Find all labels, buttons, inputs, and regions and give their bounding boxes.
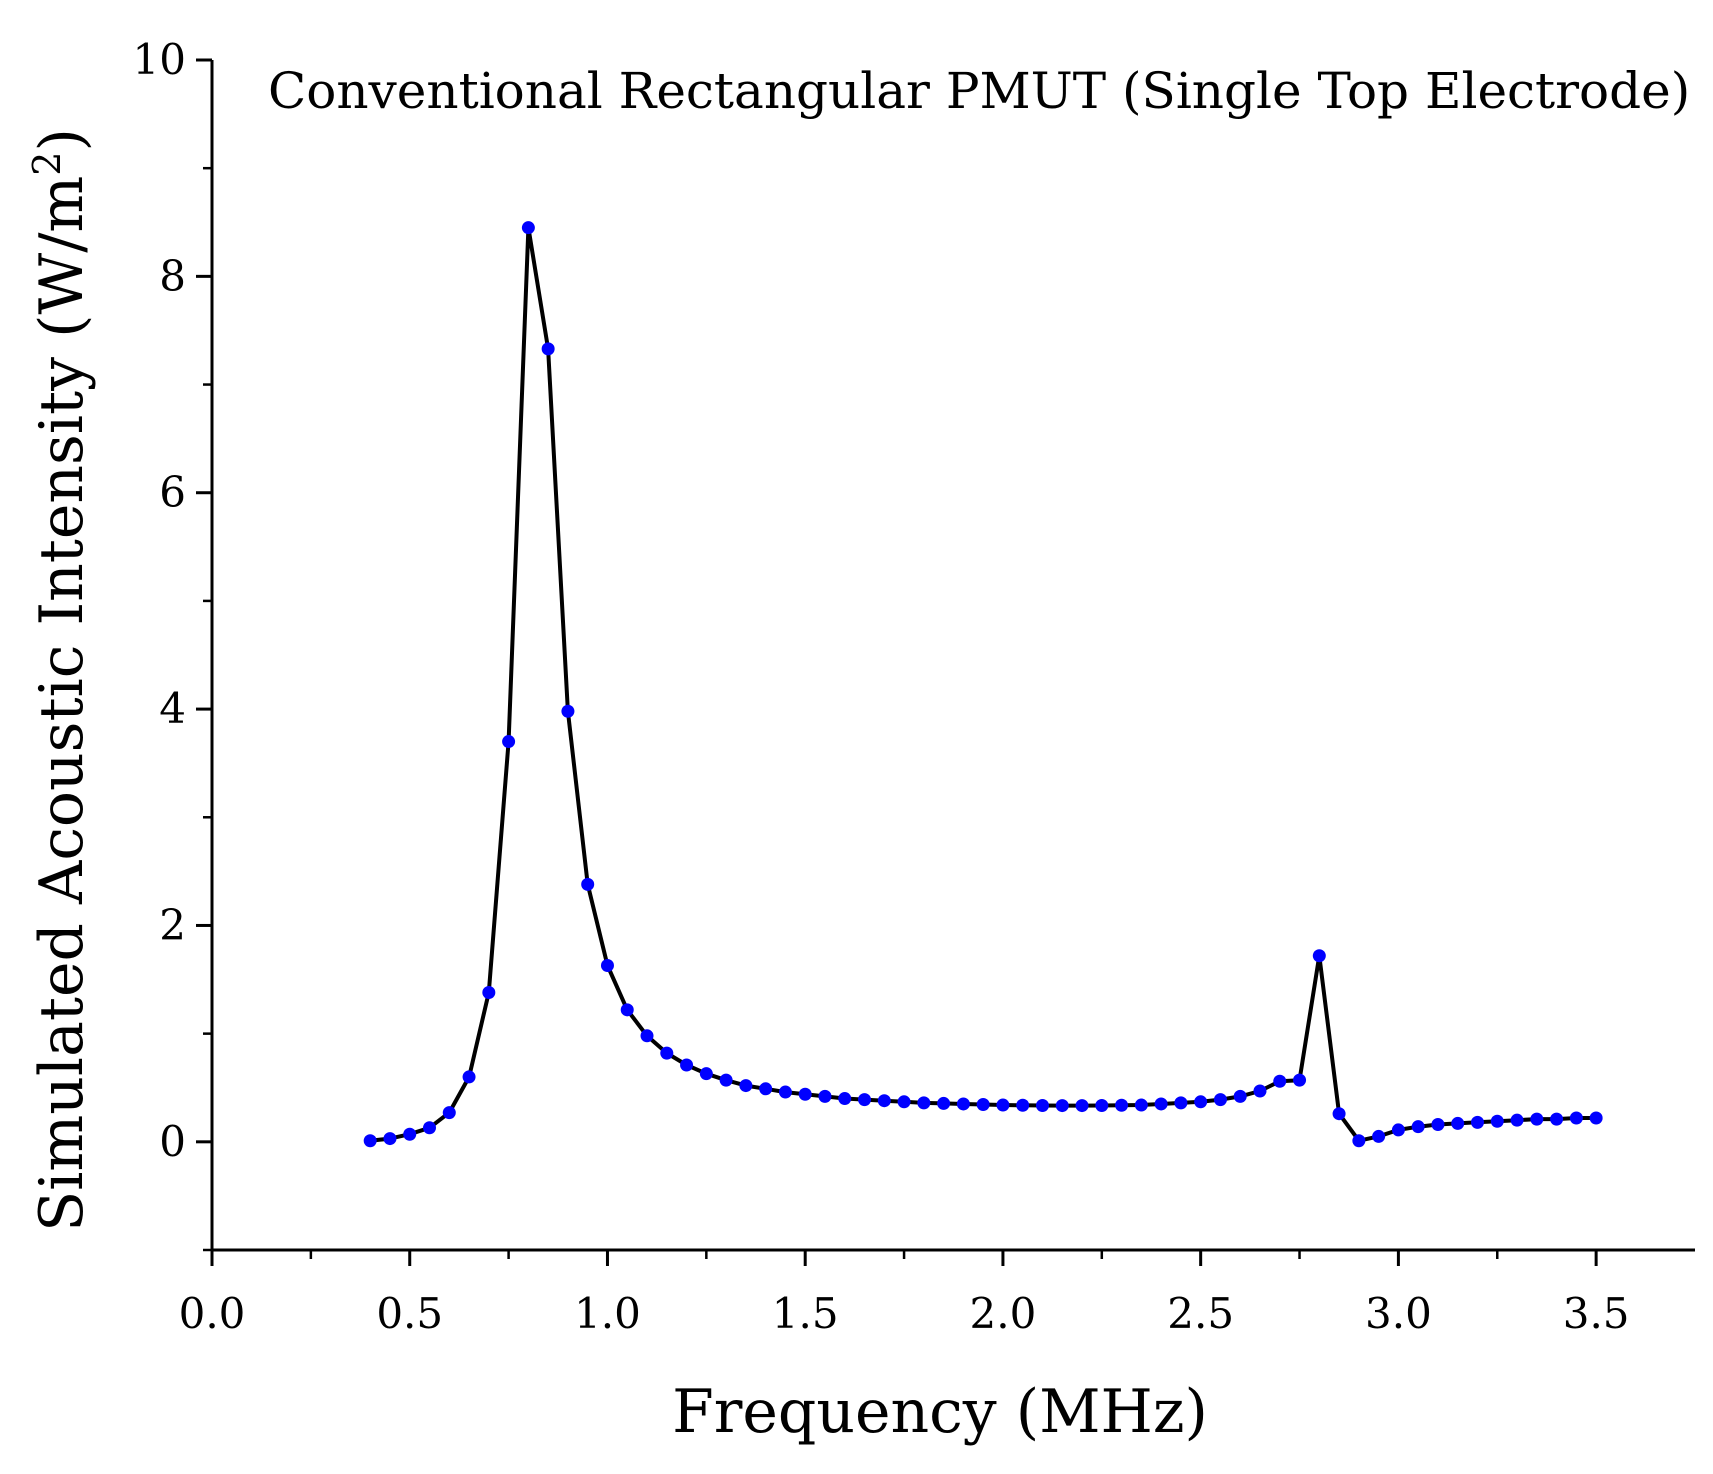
data-point [541, 342, 555, 356]
x-tick-label: 3.5 [1563, 1289, 1630, 1338]
data-point [1055, 1099, 1069, 1113]
x-axis-label: Frequency (MHz) [672, 1377, 1208, 1447]
data-point [917, 1096, 931, 1110]
series-line [369, 225, 1597, 1143]
data-point [1273, 1074, 1287, 1088]
data-point [1451, 1116, 1465, 1130]
data-point [1016, 1098, 1030, 1112]
data-point [739, 1079, 753, 1093]
data-point [1154, 1097, 1168, 1111]
data-point [521, 221, 535, 235]
data-point [1194, 1095, 1208, 1109]
y-tick-label: 6 [159, 468, 186, 517]
x-tick-label: 0.5 [376, 1289, 443, 1338]
data-point [482, 986, 496, 1000]
y-tick-label: 8 [159, 251, 186, 300]
data-point [1569, 1111, 1583, 1125]
x-tick-label: 0.0 [179, 1289, 246, 1338]
data-point [620, 1003, 634, 1017]
data-point [1431, 1118, 1445, 1132]
data-point [1352, 1134, 1366, 1148]
data-point [1372, 1129, 1386, 1143]
data-point [937, 1096, 951, 1110]
y-tick-label: 10 [133, 35, 186, 84]
data-point [719, 1073, 733, 1087]
data-point [600, 958, 614, 972]
data-point [581, 877, 595, 891]
axes [210, 60, 1695, 1252]
data-point [561, 704, 575, 718]
data-point [1035, 1098, 1049, 1112]
data-point [1332, 1107, 1346, 1121]
y-axis-label-main: Simulated Acoustic Intensity (W/m [27, 176, 97, 1232]
data-point [1589, 1111, 1603, 1125]
y-tick-label: 0 [159, 1117, 186, 1166]
data-point [1293, 1073, 1307, 1087]
data-point [976, 1097, 990, 1111]
data-point [1530, 1112, 1544, 1126]
y-tick-label: 4 [159, 684, 186, 733]
data-point [660, 1046, 674, 1060]
x-tick-label: 3.0 [1365, 1289, 1432, 1338]
data-point [699, 1067, 713, 1081]
data-point [838, 1092, 852, 1106]
x-tick-label: 1.5 [772, 1289, 839, 1338]
data-point [363, 1134, 377, 1148]
data-point [858, 1093, 872, 1107]
ticks: 0.0 0.5 1.0 1.5 2.0 2.5 3.0 3.5 0 2 4 6 8 10 [133, 35, 1630, 1338]
data-point [1174, 1096, 1188, 1110]
data-point [956, 1097, 970, 1111]
series [363, 221, 1603, 1148]
data-point [1095, 1098, 1109, 1112]
data-point [1312, 949, 1326, 963]
data-point [1411, 1120, 1425, 1134]
data-point [1550, 1112, 1564, 1126]
data-point [1213, 1093, 1227, 1107]
data-point [798, 1087, 812, 1101]
data-point [1490, 1114, 1504, 1128]
data-point [877, 1094, 891, 1108]
chart-title: Conventional Rectangular PMUT (Single To… [268, 62, 1690, 120]
x-tick-label: 2.5 [1167, 1289, 1234, 1338]
data-point [897, 1095, 911, 1109]
data-point [1470, 1115, 1484, 1129]
data-point [680, 1058, 694, 1072]
data-point [1115, 1098, 1129, 1112]
data-point [1075, 1099, 1089, 1113]
data-point [640, 1029, 654, 1043]
x-tick-label: 2.0 [970, 1289, 1037, 1338]
data-point [778, 1085, 792, 1099]
data-point [442, 1106, 456, 1120]
x-tick-label: 1.0 [574, 1289, 641, 1338]
y-axis-label-close: ) [27, 128, 97, 151]
data-point [1134, 1098, 1148, 1112]
data-point [996, 1098, 1010, 1112]
data-point [1253, 1084, 1267, 1098]
y-tick-label: 2 [159, 900, 186, 949]
data-point [502, 735, 516, 749]
data-point [1391, 1123, 1405, 1137]
data-point [759, 1082, 773, 1096]
y-axis-label: Simulated Acoustic Intensity (W/m2) [25, 128, 97, 1232]
data-point [818, 1089, 832, 1103]
data-point [383, 1132, 397, 1146]
data-point [462, 1070, 476, 1084]
y-axis-label-superscript: 2 [25, 152, 69, 176]
data-point [423, 1121, 437, 1135]
data-point [1510, 1113, 1524, 1127]
data-point [1233, 1089, 1247, 1103]
data-point [403, 1127, 417, 1141]
